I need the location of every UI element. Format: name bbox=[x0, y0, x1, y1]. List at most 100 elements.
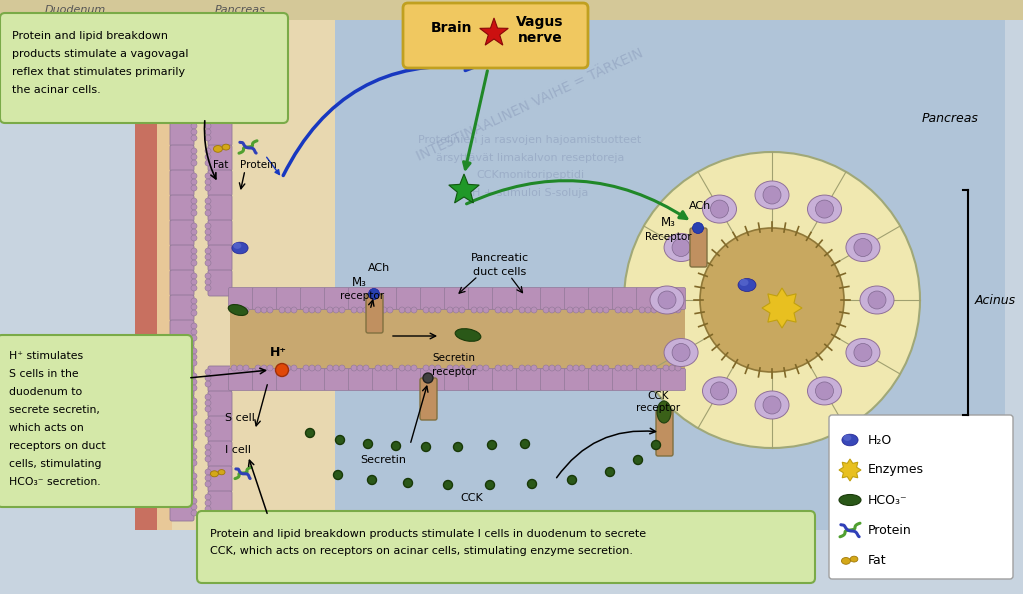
Circle shape bbox=[621, 307, 627, 313]
Circle shape bbox=[555, 307, 561, 313]
Circle shape bbox=[854, 239, 872, 257]
Circle shape bbox=[501, 365, 507, 371]
Circle shape bbox=[579, 307, 585, 313]
Circle shape bbox=[205, 444, 211, 450]
Circle shape bbox=[261, 365, 267, 371]
FancyBboxPatch shape bbox=[208, 170, 232, 196]
Circle shape bbox=[205, 198, 211, 204]
FancyBboxPatch shape bbox=[588, 368, 614, 390]
FancyBboxPatch shape bbox=[661, 287, 685, 309]
FancyBboxPatch shape bbox=[170, 395, 194, 421]
FancyBboxPatch shape bbox=[208, 416, 232, 442]
Text: Duodenum: Duodenum bbox=[44, 5, 105, 15]
Circle shape bbox=[191, 123, 197, 129]
Ellipse shape bbox=[860, 286, 894, 314]
FancyBboxPatch shape bbox=[565, 287, 589, 309]
Circle shape bbox=[693, 223, 704, 233]
Circle shape bbox=[191, 373, 197, 379]
Circle shape bbox=[306, 428, 314, 438]
Circle shape bbox=[651, 307, 657, 313]
Circle shape bbox=[291, 365, 297, 371]
Circle shape bbox=[191, 60, 197, 66]
Circle shape bbox=[603, 365, 609, 371]
Circle shape bbox=[763, 186, 781, 204]
Circle shape bbox=[309, 307, 315, 313]
Circle shape bbox=[191, 85, 197, 91]
Circle shape bbox=[663, 307, 669, 313]
Ellipse shape bbox=[222, 144, 230, 150]
Circle shape bbox=[191, 154, 197, 160]
Circle shape bbox=[191, 35, 197, 41]
Circle shape bbox=[471, 307, 477, 313]
Circle shape bbox=[191, 23, 197, 29]
Circle shape bbox=[854, 343, 872, 362]
Circle shape bbox=[205, 431, 211, 437]
FancyBboxPatch shape bbox=[324, 287, 350, 309]
Circle shape bbox=[205, 135, 211, 141]
Text: cells, stimulating: cells, stimulating bbox=[9, 459, 101, 469]
Circle shape bbox=[351, 307, 357, 313]
FancyBboxPatch shape bbox=[208, 120, 232, 146]
Circle shape bbox=[815, 382, 834, 400]
Text: which acts on: which acts on bbox=[9, 423, 84, 433]
FancyBboxPatch shape bbox=[208, 491, 232, 517]
Circle shape bbox=[255, 307, 261, 313]
FancyBboxPatch shape bbox=[301, 368, 325, 390]
Circle shape bbox=[403, 479, 412, 488]
Circle shape bbox=[477, 307, 483, 313]
Circle shape bbox=[549, 307, 555, 313]
FancyBboxPatch shape bbox=[445, 368, 470, 390]
Circle shape bbox=[543, 365, 549, 371]
FancyArrowPatch shape bbox=[283, 63, 474, 175]
Circle shape bbox=[633, 456, 642, 465]
Circle shape bbox=[191, 354, 197, 360]
Circle shape bbox=[279, 307, 285, 313]
Text: HCO₃⁻ secretion.: HCO₃⁻ secretion. bbox=[9, 477, 100, 487]
Circle shape bbox=[363, 365, 369, 371]
FancyBboxPatch shape bbox=[397, 287, 421, 309]
FancyBboxPatch shape bbox=[208, 391, 232, 417]
Text: receptors on duct: receptors on duct bbox=[9, 441, 105, 451]
FancyBboxPatch shape bbox=[208, 95, 232, 121]
Text: Protein: Protein bbox=[868, 523, 911, 536]
Circle shape bbox=[763, 396, 781, 414]
Text: Protein: Protein bbox=[240, 160, 277, 170]
FancyBboxPatch shape bbox=[613, 368, 637, 390]
Circle shape bbox=[405, 307, 411, 313]
Text: Pancreas: Pancreas bbox=[922, 112, 978, 125]
Circle shape bbox=[205, 98, 211, 104]
Circle shape bbox=[327, 365, 333, 371]
Ellipse shape bbox=[842, 434, 858, 446]
Circle shape bbox=[191, 204, 197, 210]
FancyBboxPatch shape bbox=[170, 170, 194, 196]
Ellipse shape bbox=[846, 339, 880, 366]
Text: S cells in the: S cells in the bbox=[9, 369, 79, 379]
Circle shape bbox=[191, 79, 197, 85]
FancyBboxPatch shape bbox=[372, 368, 398, 390]
Circle shape bbox=[205, 500, 211, 506]
Text: Pancreas: Pancreas bbox=[215, 5, 265, 15]
Circle shape bbox=[205, 469, 211, 475]
FancyBboxPatch shape bbox=[170, 320, 194, 346]
Circle shape bbox=[205, 279, 211, 285]
Text: Proteiinien ja rasvojen hajoamistuotteet: Proteiinien ja rasvojen hajoamistuotteet bbox=[418, 135, 641, 145]
Text: duct cells: duct cells bbox=[474, 267, 527, 277]
Circle shape bbox=[191, 329, 197, 335]
Circle shape bbox=[327, 307, 333, 313]
Circle shape bbox=[495, 365, 501, 371]
FancyBboxPatch shape bbox=[613, 287, 637, 309]
Circle shape bbox=[191, 404, 197, 410]
Circle shape bbox=[644, 307, 651, 313]
Circle shape bbox=[381, 307, 387, 313]
Circle shape bbox=[549, 365, 555, 371]
Circle shape bbox=[191, 398, 197, 404]
Text: Pancreatic: Pancreatic bbox=[471, 253, 529, 263]
Circle shape bbox=[387, 365, 393, 371]
Circle shape bbox=[191, 423, 197, 429]
Circle shape bbox=[381, 365, 387, 371]
Circle shape bbox=[191, 260, 197, 266]
Circle shape bbox=[435, 365, 441, 371]
Circle shape bbox=[525, 365, 531, 371]
Circle shape bbox=[579, 365, 585, 371]
Circle shape bbox=[205, 85, 211, 91]
